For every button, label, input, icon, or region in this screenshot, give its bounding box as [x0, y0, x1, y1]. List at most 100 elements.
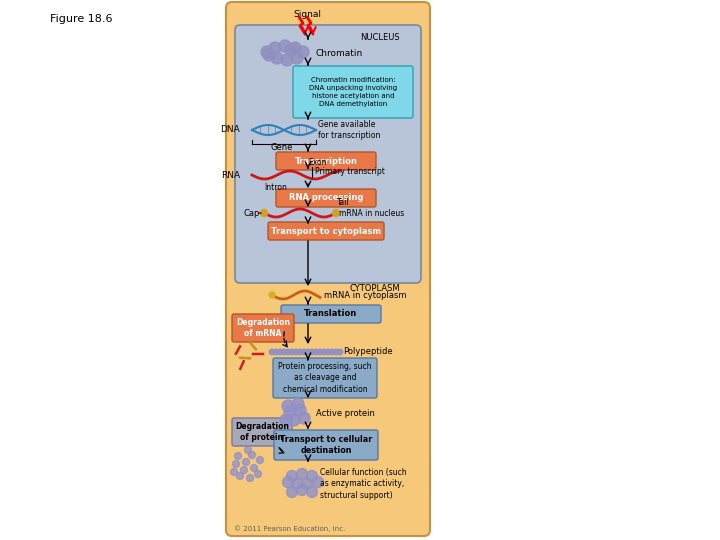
Circle shape — [235, 453, 241, 460]
Text: © 2011 Pearson Education, Inc.: © 2011 Pearson Education, Inc. — [234, 525, 346, 532]
Text: Polypeptide: Polypeptide — [343, 348, 392, 356]
Text: Signal: Signal — [293, 10, 321, 19]
Circle shape — [285, 44, 297, 56]
Circle shape — [287, 487, 297, 497]
Circle shape — [230, 469, 238, 476]
Text: RNA: RNA — [221, 171, 240, 179]
Circle shape — [292, 398, 304, 410]
Text: CYTOPLASM: CYTOPLASM — [349, 284, 400, 293]
Circle shape — [325, 349, 330, 355]
Text: mRNA in cytoplasm: mRNA in cytoplasm — [324, 291, 407, 300]
Circle shape — [293, 349, 299, 355]
Text: Transport to cytoplasm: Transport to cytoplasm — [271, 226, 381, 235]
Text: Active protein: Active protein — [316, 409, 375, 418]
Circle shape — [282, 400, 294, 412]
Circle shape — [307, 487, 318, 497]
FancyBboxPatch shape — [232, 314, 294, 342]
Text: Transport to cellular
destination: Transport to cellular destination — [280, 435, 372, 455]
Text: Chromatin: Chromatin — [316, 50, 364, 58]
Circle shape — [333, 210, 340, 217]
Circle shape — [236, 472, 243, 480]
FancyBboxPatch shape — [274, 430, 378, 460]
Circle shape — [233, 461, 240, 468]
Circle shape — [254, 470, 261, 477]
FancyBboxPatch shape — [281, 305, 381, 323]
Text: Cap: Cap — [244, 208, 261, 218]
Text: Exon: Exon — [308, 158, 326, 167]
Text: mRNA in nucleus: mRNA in nucleus — [339, 208, 404, 218]
Text: RNA processing: RNA processing — [289, 193, 363, 202]
Circle shape — [284, 406, 296, 418]
Circle shape — [291, 52, 303, 64]
Circle shape — [261, 210, 268, 217]
Circle shape — [246, 475, 253, 482]
Circle shape — [280, 414, 292, 426]
Text: Transcription: Transcription — [294, 157, 357, 165]
Circle shape — [263, 49, 275, 61]
Circle shape — [333, 349, 339, 355]
Circle shape — [256, 456, 264, 463]
Circle shape — [273, 349, 279, 355]
Text: Degradation
of mRNA: Degradation of mRNA — [236, 318, 290, 338]
Circle shape — [240, 467, 248, 474]
Circle shape — [269, 292, 275, 298]
Circle shape — [301, 349, 307, 355]
FancyBboxPatch shape — [232, 418, 292, 446]
Circle shape — [298, 412, 310, 424]
Circle shape — [245, 447, 251, 454]
Circle shape — [269, 349, 275, 355]
FancyBboxPatch shape — [293, 66, 413, 118]
Circle shape — [282, 476, 294, 488]
Circle shape — [288, 414, 300, 426]
Circle shape — [305, 349, 311, 355]
FancyBboxPatch shape — [235, 25, 421, 283]
Circle shape — [321, 349, 327, 355]
Circle shape — [285, 349, 291, 355]
Circle shape — [309, 349, 315, 355]
Text: Intron: Intron — [264, 183, 287, 192]
Circle shape — [312, 476, 323, 488]
Circle shape — [271, 52, 283, 64]
Circle shape — [329, 349, 335, 355]
Circle shape — [318, 349, 323, 355]
Text: Degradation
of protein: Degradation of protein — [235, 422, 289, 442]
Circle shape — [289, 42, 301, 54]
Circle shape — [292, 478, 302, 489]
FancyBboxPatch shape — [276, 152, 376, 170]
Circle shape — [313, 349, 319, 355]
Text: Figure 18.6: Figure 18.6 — [50, 14, 112, 24]
Circle shape — [277, 349, 283, 355]
Circle shape — [281, 54, 293, 66]
Circle shape — [307, 470, 318, 482]
FancyBboxPatch shape — [226, 2, 430, 536]
Text: Protein processing, such
as cleavage and
chemical modification: Protein processing, such as cleavage and… — [278, 362, 372, 394]
Circle shape — [261, 46, 273, 58]
Text: NUCLEUS: NUCLEUS — [361, 33, 400, 42]
Circle shape — [287, 470, 297, 482]
Text: Gene: Gene — [271, 143, 293, 152]
Circle shape — [302, 478, 312, 489]
Circle shape — [248, 451, 256, 458]
Circle shape — [297, 484, 307, 496]
Text: Gene available
for transcription: Gene available for transcription — [318, 120, 380, 140]
FancyBboxPatch shape — [276, 189, 376, 207]
Circle shape — [243, 458, 250, 465]
Circle shape — [269, 42, 281, 54]
Text: Tail: Tail — [337, 198, 350, 207]
Circle shape — [279, 40, 291, 52]
Circle shape — [297, 469, 307, 480]
Circle shape — [337, 349, 343, 355]
Text: Cellular function (such
as enzymatic activity,
structural support): Cellular function (such as enzymatic act… — [320, 468, 407, 500]
FancyBboxPatch shape — [268, 222, 384, 240]
Text: Translation: Translation — [305, 309, 358, 319]
Circle shape — [251, 464, 258, 471]
Circle shape — [282, 349, 287, 355]
Circle shape — [294, 404, 306, 416]
Circle shape — [297, 46, 309, 58]
Circle shape — [297, 349, 303, 355]
Text: Chromatin modification:
DNA unpacking involving
histone acetylation and
DNA deme: Chromatin modification: DNA unpacking in… — [309, 77, 397, 106]
Text: Primary transcript: Primary transcript — [315, 167, 385, 177]
Circle shape — [289, 349, 294, 355]
Text: DNA: DNA — [220, 125, 240, 134]
FancyBboxPatch shape — [273, 358, 377, 398]
